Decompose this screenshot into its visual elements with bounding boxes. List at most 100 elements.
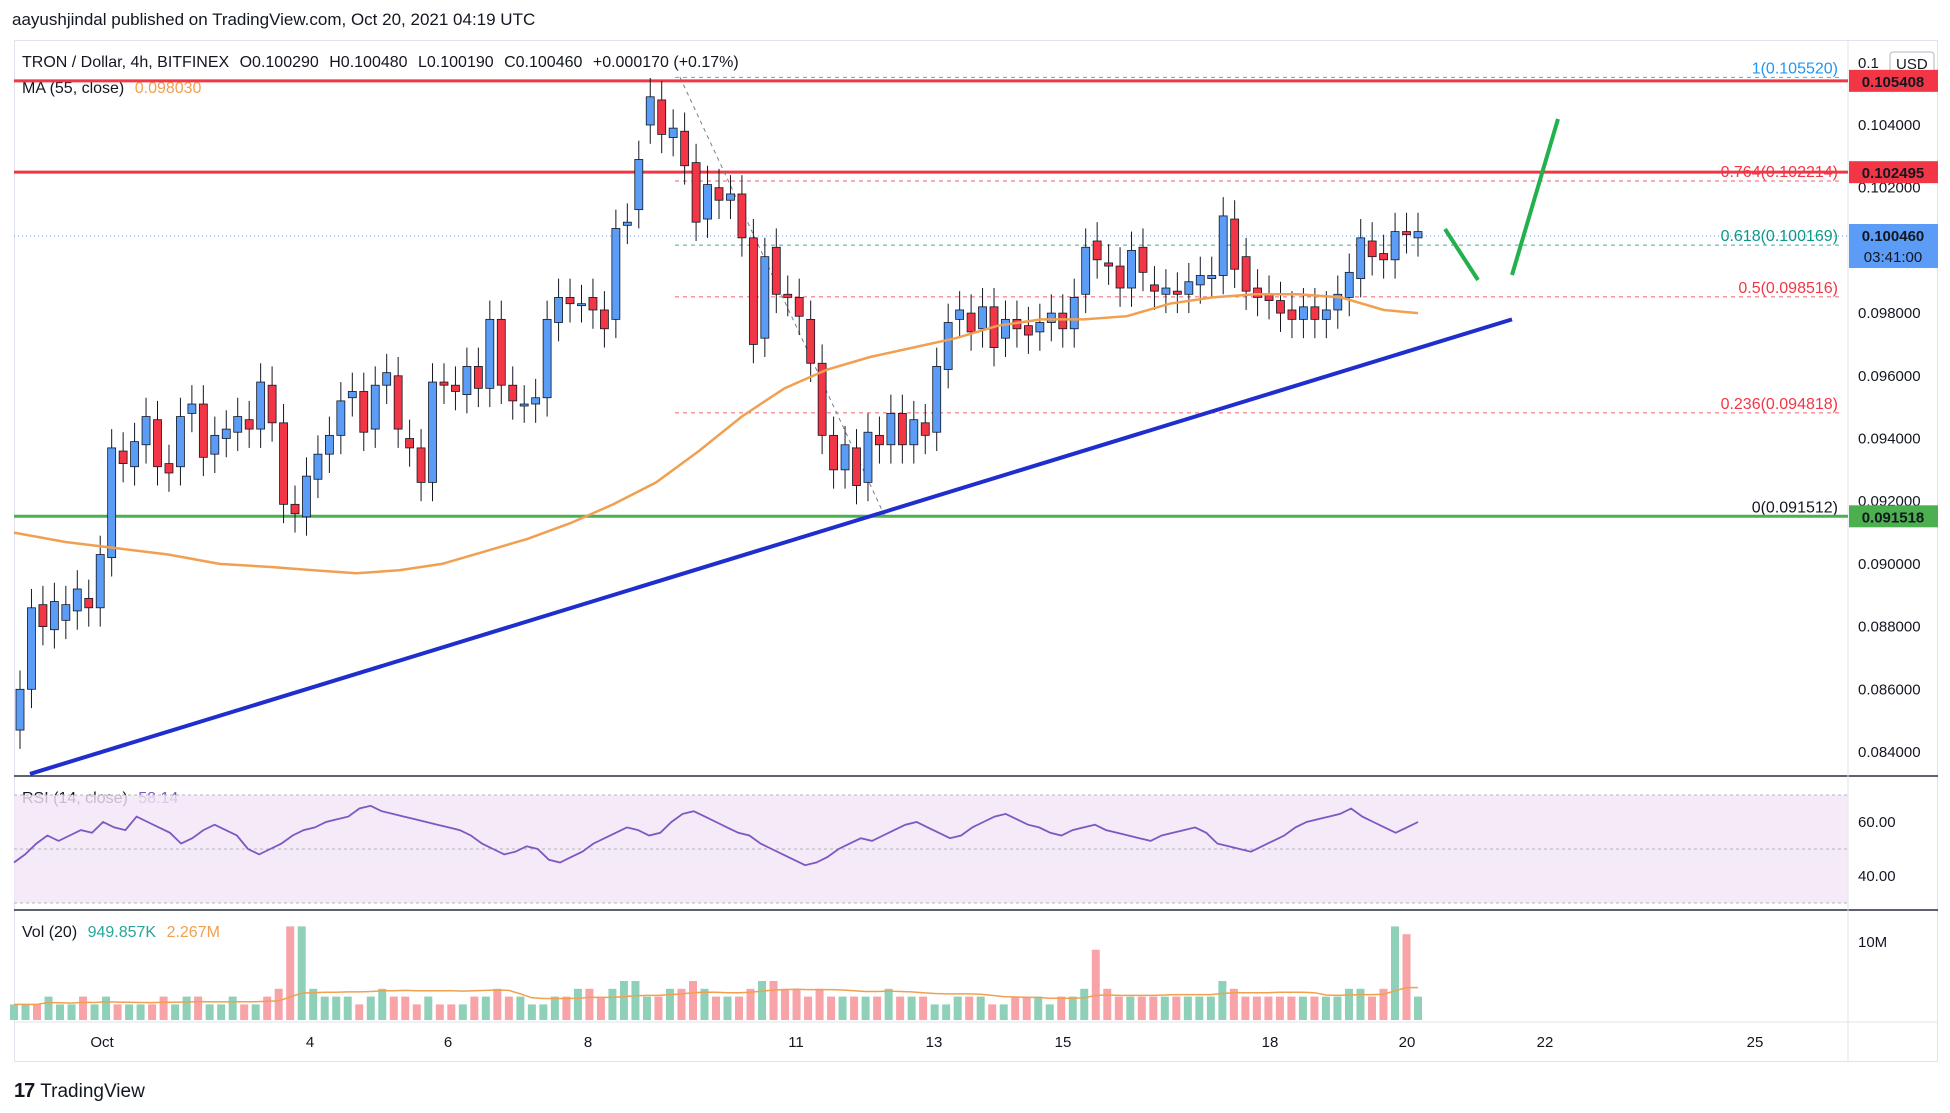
volume-bar [1229, 988, 1238, 1020]
candle-body [324, 434, 334, 455]
volume-bar [113, 1004, 122, 1020]
candle-body [554, 297, 563, 323]
volume-bar [1068, 996, 1077, 1020]
candle-body [221, 428, 231, 439]
volume-bar [930, 1004, 939, 1020]
volume-bar [1126, 996, 1135, 1020]
volume-bar [389, 996, 398, 1020]
volume-bar [654, 996, 663, 1020]
volume-bar [712, 996, 720, 1020]
candle-body [405, 438, 415, 449]
candle-body [794, 297, 804, 317]
ma-legend: MA (55, close) 0.098030 [22, 80, 207, 98]
volume-bar [1310, 996, 1319, 1020]
candle-body [1092, 240, 1102, 261]
candle-body [256, 381, 266, 430]
volume-bar [56, 1004, 65, 1020]
last-price-badge-bg [1849, 223, 1938, 268]
x-tick-label: 22 [1537, 1034, 1554, 1051]
fib-diagonal [679, 77, 886, 517]
candle-body [1299, 306, 1308, 320]
candle-body [130, 441, 139, 468]
candle-body [577, 303, 586, 307]
volume-bar [688, 981, 697, 1020]
x-tick-label: 18 [1262, 1034, 1279, 1051]
candle-body [1310, 306, 1320, 320]
volume-tick-label: 10M [1858, 934, 1887, 951]
candle-body [118, 450, 128, 464]
volume-bar [217, 1004, 226, 1020]
candle-body [519, 403, 529, 407]
candle-body [1046, 312, 1056, 323]
candle-body [1207, 275, 1217, 280]
volume-bar [758, 981, 767, 1020]
candle-body [840, 444, 850, 471]
ascending-trend-line [29, 317, 1513, 776]
candle-body [496, 318, 506, 386]
rsi-tick-label: 40.00 [1858, 868, 1896, 885]
candle-body [462, 365, 472, 396]
volume-bar [976, 996, 985, 1020]
volume-bar [1195, 996, 1204, 1020]
volume-bar [792, 988, 801, 1020]
volume-bar [435, 1004, 444, 1020]
volume-bar [412, 1004, 421, 1020]
candle-body [451, 384, 460, 392]
volume-bar [366, 996, 375, 1020]
volume-bar [332, 996, 341, 1020]
volume-bar [21, 1004, 30, 1020]
volume-bar [735, 996, 744, 1020]
volume-bar [194, 996, 203, 1020]
volume-bar [1160, 996, 1169, 1020]
volume-bar [1057, 996, 1066, 1020]
candle-body [1172, 290, 1182, 295]
volume-bar [838, 996, 847, 1020]
candle-body [1035, 322, 1045, 333]
candle-body [531, 397, 541, 405]
volume-value-1: 949.857K [87, 924, 157, 941]
upper-resistance-badge-bg [1849, 69, 1938, 92]
volume-bar [378, 988, 387, 1020]
candle-body [485, 318, 495, 389]
volume-bar [1172, 996, 1181, 1020]
candle-body [680, 130, 690, 167]
volume-bar [642, 996, 651, 1020]
volume-bar [1045, 1004, 1054, 1020]
candle-body [1081, 246, 1091, 295]
candle-body [359, 391, 369, 433]
footer-brand[interactable]: 17 TradingView [14, 1080, 145, 1103]
y-tick-label: 0.104000 [1858, 117, 1921, 134]
fib-level-label: 1(0.105520) [1752, 60, 1838, 77]
x-tick-label: 13 [926, 1034, 943, 1051]
y-tick-label: 0.1 [1858, 55, 1879, 72]
volume-bar [608, 988, 617, 1020]
candle-body [1356, 237, 1366, 280]
volume-bar [516, 996, 525, 1020]
volume-ma-line [14, 986, 1418, 1006]
volume-bar [1414, 996, 1422, 1020]
volume-legend: Vol (20) 949.857K 2.267M [22, 924, 226, 942]
volume-bar [1367, 996, 1376, 1020]
candle-body [15, 688, 25, 731]
volume-bar [1183, 996, 1192, 1020]
candle-body [1253, 287, 1262, 298]
x-tick-label: 15 [1055, 1034, 1072, 1051]
volume-bar [1137, 996, 1146, 1020]
volume-bar [90, 1004, 99, 1020]
rsi-tick-label: 60.00 [1858, 814, 1896, 831]
volume-bar [585, 988, 594, 1020]
volume-bar [942, 1004, 951, 1020]
candle-body [1069, 297, 1079, 330]
candle-body [966, 312, 976, 333]
volume-bar [907, 996, 916, 1020]
candle-body [198, 403, 208, 458]
volume-bar [1022, 996, 1031, 1020]
volume-label: Vol (20) [22, 924, 78, 941]
support-badge-bg [1849, 505, 1938, 528]
volume-bar [1241, 996, 1250, 1020]
volume-bar [228, 996, 237, 1020]
volume-bar [631, 981, 640, 1020]
volume-bar [619, 981, 628, 1020]
currency-label: USD [1896, 56, 1928, 73]
